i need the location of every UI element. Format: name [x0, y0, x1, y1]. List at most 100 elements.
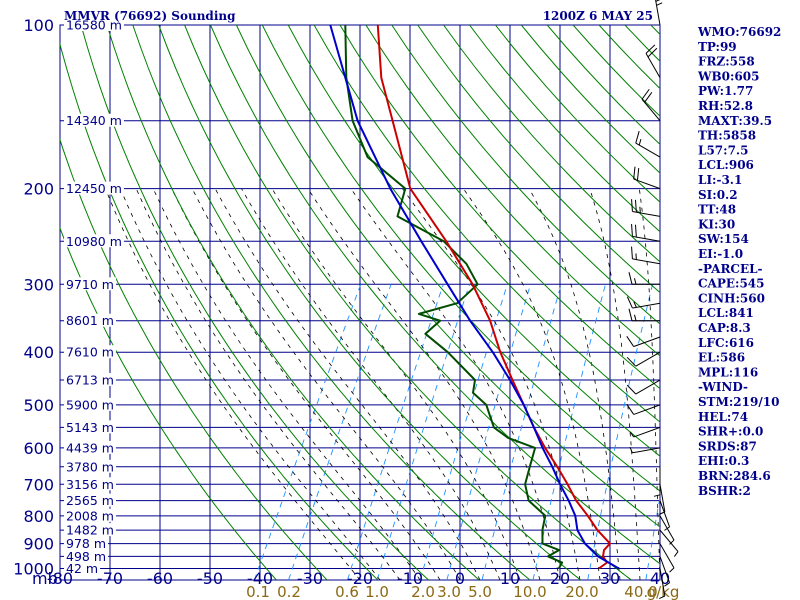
moist-adiabats: [105, 188, 660, 580]
index-value: -PARCEL-: [698, 262, 763, 276]
mixing-ratio-label: 5.0: [468, 583, 492, 600]
dry-adiabat: [60, 226, 277, 580]
temperature-tick-label: -70: [97, 569, 123, 588]
wind-barb: [653, 466, 661, 497]
wind-barb: [655, 0, 663, 26]
wind-barb: [626, 379, 661, 395]
pressure-tick-label: 900: [23, 535, 54, 554]
temperature-tick-label: -30: [297, 569, 323, 588]
temperature-tick-label: 40: [650, 569, 670, 588]
mixing-ratio-label: 3.0: [437, 583, 461, 600]
height-label-bg: [64, 18, 124, 31]
height-label-bg: [64, 536, 109, 550]
height-label: 6713 m: [66, 373, 114, 388]
chart-time: 1200Z 6 MAY 25: [543, 9, 653, 23]
height-label: 2008 m: [66, 508, 114, 523]
parcel-line: [329, 25, 620, 570]
temperature-tick-label: -20: [347, 569, 373, 588]
height-label-bg: [64, 549, 109, 563]
height-label-bg: [64, 373, 116, 387]
height-label: 978 m: [66, 536, 106, 551]
moist-adiabat: [191, 188, 461, 580]
mixing-ratio-label: 0.6: [335, 583, 359, 600]
wind-barb: [659, 529, 679, 557]
dry-adiabat: [443, 25, 660, 263]
moist-adiabat: [152, 188, 421, 580]
indices-panel: WMO:76692TP:99FRZ:558WB0:605PW:1.77RH:52…: [697, 25, 781, 498]
index-value: TT:48: [698, 203, 736, 217]
pressure-tick-label: 800: [23, 507, 54, 526]
grid: [59, 24, 661, 581]
index-value: MAXT:39.5: [698, 114, 772, 128]
dry-adiabat: [391, 25, 660, 325]
dry-adiabat: [80, 25, 429, 580]
index-value: L57:7.5: [698, 143, 748, 157]
dry-adiabat: [60, 138, 328, 580]
index-value: EI:-1.0: [698, 247, 743, 261]
pressure-tick-label: 700: [23, 475, 54, 494]
mixing-ratio-label: 0.1: [246, 583, 270, 600]
wind-barb: [631, 224, 661, 242]
pressure-tick-label: 300: [23, 275, 54, 294]
wind-barb: [626, 336, 661, 348]
dry-adiabat: [184, 25, 632, 580]
wind-barb: [628, 308, 660, 322]
wind-barb: [659, 568, 666, 600]
index-value: CINH:560: [698, 291, 765, 305]
index-value: WMO:76692: [697, 25, 781, 39]
index-value: FRZ:558: [698, 55, 755, 69]
index-value: BSHR:2: [698, 484, 751, 498]
dry-adiabat: [339, 25, 660, 390]
height-label: 5143 m: [66, 420, 114, 435]
pressure-unit-label: mb: [32, 569, 58, 588]
wind-barb: [629, 446, 661, 454]
height-label: 14340 m: [66, 113, 122, 128]
mixing-ratio-label: 10.0: [513, 583, 546, 600]
moist-adiabat: [214, 188, 481, 580]
index-value: LI:-3.1: [698, 173, 742, 187]
height-label-bg: [64, 493, 116, 507]
wind-barb: [641, 88, 661, 122]
temperature-tick-label: -40: [247, 569, 273, 588]
index-value: KI:30: [698, 217, 735, 231]
temperature-tick-label: 10: [500, 569, 520, 588]
wind-barb: [659, 515, 675, 545]
mixing-ratio-label: 2.0: [411, 583, 435, 600]
mixing-ratio-line: [253, 284, 362, 580]
index-value: CAP:8.3: [698, 321, 751, 335]
height-label: 5900 m: [66, 397, 114, 412]
temperature-tick-label: -60: [147, 569, 173, 588]
wind-barb: [635, 131, 661, 158]
mixing-ratio-label: 20.0: [565, 583, 598, 600]
dry-adiabats: [60, 25, 660, 580]
pressure-tick-label: 1000: [13, 559, 54, 578]
height-label-bg: [64, 234, 124, 248]
wind-barb: [626, 296, 661, 309]
dry-adiabat: [313, 25, 660, 423]
height-label: 498 m: [66, 549, 106, 564]
height-label: 12450 m: [66, 181, 122, 196]
pressure-tick-label: 100: [23, 16, 54, 35]
mixing-ratio-line: [481, 284, 562, 580]
dry-adiabat: [60, 42, 379, 580]
wind-barb: [626, 403, 661, 415]
height-label-bg: [64, 440, 116, 454]
index-value: TP:99: [698, 40, 737, 54]
wind-barb: [659, 543, 675, 573]
index-value: SRDS:87: [698, 439, 757, 453]
wind-barb: [631, 246, 661, 265]
index-value: WB0:605: [697, 69, 759, 83]
profile-lines: [329, 25, 620, 570]
temperature-tick-label: 20: [550, 569, 570, 588]
temperature-tick-label: 30: [600, 569, 620, 588]
height-label-bg: [64, 181, 124, 195]
dry-adiabat: [365, 25, 660, 357]
dry-adiabat: [417, 25, 660, 294]
height-label: 9710 m: [66, 277, 114, 292]
height-label-bg: [64, 477, 116, 491]
index-value: -WIND-: [698, 380, 748, 394]
height-label: 2565 m: [66, 493, 114, 508]
